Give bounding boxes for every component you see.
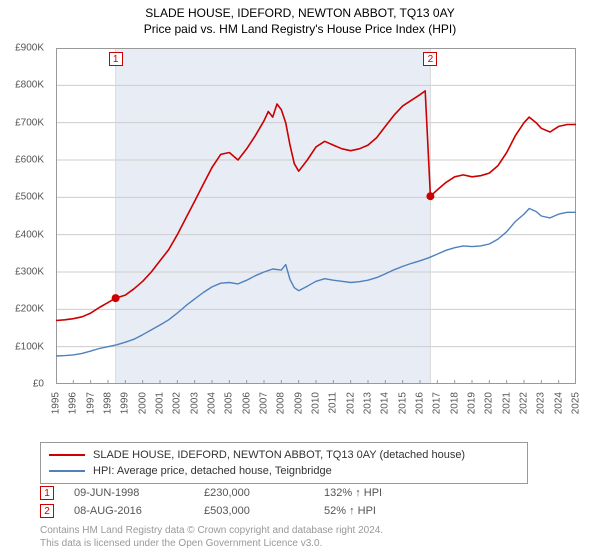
y-tick-label: £800K (15, 80, 44, 91)
chart-container: SLADE HOUSE, IDEFORD, NEWTON ABBOT, TQ13… (0, 0, 600, 560)
sale-price: £230,000 (204, 487, 324, 499)
x-tick-label: 2017 (432, 392, 443, 414)
sale-row: 1 09-JUN-1998£230,000132% ↑ HPI (40, 484, 560, 502)
x-tick-label: 2011 (328, 392, 339, 414)
sale-marker: 2 (40, 504, 54, 518)
x-axis-labels: 1995199619971998199920002001200220032004… (56, 388, 576, 436)
x-tick-label: 2016 (415, 392, 426, 414)
footer-line1: Contains HM Land Registry data © Crown c… (40, 524, 560, 537)
y-tick-label: £500K (15, 192, 44, 203)
x-tick-label: 2001 (155, 392, 166, 414)
sale-date: 08-AUG-2016 (74, 505, 204, 517)
legend-swatch (49, 454, 85, 456)
chart-title-line1: SLADE HOUSE, IDEFORD, NEWTON ABBOT, TQ13… (0, 6, 600, 20)
x-tick-label: 1997 (85, 392, 96, 414)
x-tick-label: 2009 (293, 392, 304, 414)
chart-svg (56, 48, 576, 384)
x-tick-label: 1998 (103, 392, 114, 414)
x-tick-label: 1996 (68, 392, 79, 414)
x-tick-label: 2018 (449, 392, 460, 414)
sale-marker: 1 (40, 486, 54, 500)
x-tick-label: 1999 (120, 392, 131, 414)
x-tick-label: 2013 (363, 392, 374, 414)
callout-marker-1: 1 (109, 52, 123, 66)
y-axis-labels: £0£100K£200K£300K£400K£500K£600K£700K£80… (0, 48, 50, 384)
x-tick-label: 2023 (536, 392, 547, 414)
title-block: SLADE HOUSE, IDEFORD, NEWTON ABBOT, TQ13… (0, 0, 600, 36)
footer-attribution: Contains HM Land Registry data © Crown c… (40, 524, 560, 550)
x-tick-label: 2004 (207, 392, 218, 414)
x-tick-label: 2024 (553, 392, 564, 414)
footer-line2: This data is licensed under the Open Gov… (40, 537, 560, 550)
sale-pct: 52% ↑ HPI (324, 505, 444, 517)
chart-title-line2: Price paid vs. HM Land Registry's House … (0, 22, 600, 36)
x-tick-label: 2020 (484, 392, 495, 414)
x-tick-label: 2007 (259, 392, 270, 414)
y-tick-label: £300K (15, 267, 44, 278)
x-tick-label: 2002 (172, 392, 183, 414)
legend-item: HPI: Average price, detached house, Teig… (49, 463, 519, 479)
y-tick-label: £200K (15, 304, 44, 315)
x-tick-label: 2006 (241, 392, 252, 414)
x-tick-label: 2025 (571, 392, 582, 414)
x-tick-label: 2003 (189, 392, 200, 414)
x-tick-label: 1995 (51, 392, 62, 414)
x-tick-label: 2005 (224, 392, 235, 414)
y-tick-label: £0 (33, 379, 44, 390)
sale-price: £503,000 (204, 505, 324, 517)
x-tick-label: 2019 (467, 392, 478, 414)
legend-label: SLADE HOUSE, IDEFORD, NEWTON ABBOT, TQ13… (93, 449, 465, 461)
x-tick-label: 2022 (519, 392, 530, 414)
legend-label: HPI: Average price, detached house, Teig… (93, 465, 332, 477)
sale-date: 09-JUN-1998 (74, 487, 204, 499)
x-tick-label: 2014 (380, 392, 391, 414)
y-tick-label: £600K (15, 155, 44, 166)
sale-pct: 132% ↑ HPI (324, 487, 444, 499)
sales-list: 1 09-JUN-1998£230,000132% ↑ HPI 2 08-AUG-20… (40, 484, 560, 520)
x-tick-label: 2012 (345, 392, 356, 414)
y-tick-label: £700K (15, 117, 44, 128)
legend: SLADE HOUSE, IDEFORD, NEWTON ABBOT, TQ13… (40, 442, 528, 484)
legend-item: SLADE HOUSE, IDEFORD, NEWTON ABBOT, TQ13… (49, 447, 519, 463)
legend-swatch (49, 470, 85, 472)
plot-area: 12 (56, 48, 576, 384)
x-tick-label: 2008 (276, 392, 287, 414)
callout-marker-2: 2 (423, 52, 437, 66)
x-tick-label: 2000 (137, 392, 148, 414)
x-tick-label: 2015 (397, 392, 408, 414)
y-tick-label: £900K (15, 43, 44, 54)
y-tick-label: £400K (15, 229, 44, 240)
sale-row: 2 08-AUG-2016£503,00052% ↑ HPI (40, 502, 560, 520)
y-tick-label: £100K (15, 341, 44, 352)
x-tick-label: 2010 (311, 392, 322, 414)
x-tick-label: 2021 (501, 392, 512, 414)
